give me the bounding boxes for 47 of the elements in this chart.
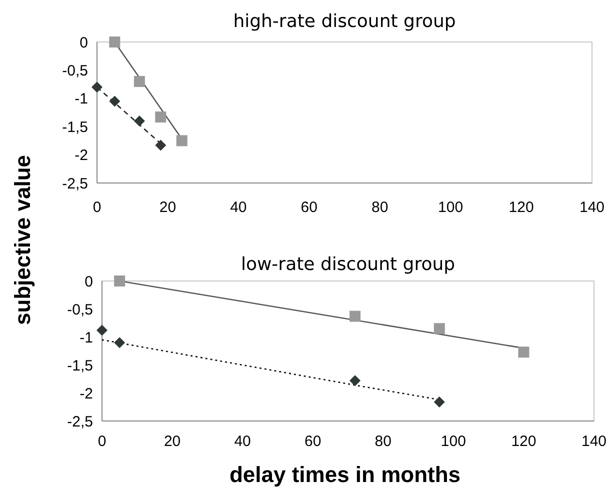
y-tick-label: -2 <box>80 385 93 402</box>
x-tick-label: 140 <box>579 199 605 216</box>
y-tick-label: -2,5 <box>67 413 93 430</box>
x-tick-label: 0 <box>98 433 106 450</box>
x-tick-label: 120 <box>511 433 536 450</box>
point <box>155 140 166 151</box>
y-tick-label: 0 <box>80 34 88 52</box>
point <box>434 396 445 408</box>
chart-title: low-rate discount group <box>240 254 456 275</box>
y-tick-label: -1 <box>80 329 93 346</box>
point <box>134 115 145 126</box>
y-tick-label: -1 <box>74 90 88 108</box>
point <box>155 112 166 123</box>
y-tick-label: -0,5 <box>62 62 88 80</box>
point <box>109 36 120 48</box>
y-tick-label: -1,5 <box>62 118 88 136</box>
point <box>350 375 361 386</box>
x-tick-label: 80 <box>372 199 388 216</box>
chart-title: high-rate discount group <box>233 11 456 32</box>
x-tick-label: 100 <box>438 199 464 216</box>
point <box>92 82 102 93</box>
x-tick-label: 60 <box>304 433 322 450</box>
x-tick-label: 20 <box>159 199 176 216</box>
y-axis-title: subjective value <box>10 155 35 325</box>
x-tick-label: 20 <box>164 433 181 450</box>
point <box>114 337 126 348</box>
x-tick-label: 100 <box>440 433 466 450</box>
x-axis-title: delay times in months <box>229 462 461 487</box>
point <box>96 324 108 336</box>
y-tick-label: -2,5 <box>62 175 88 192</box>
y-tick-label: -2 <box>74 147 88 164</box>
y-tick-label: -0,5 <box>67 301 93 318</box>
point <box>114 276 126 286</box>
x-tick-label: 40 <box>230 199 247 216</box>
x-tick-label: 40 <box>234 433 251 450</box>
x-tick-label: 140 <box>581 433 607 450</box>
y-tick-label: 0 <box>84 273 93 290</box>
point <box>109 96 120 107</box>
point <box>176 135 188 146</box>
point <box>518 346 530 358</box>
x-tick-label: 120 <box>508 199 534 216</box>
point <box>134 76 145 87</box>
point <box>350 310 361 322</box>
x-tick-label: 80 <box>374 433 392 450</box>
point <box>434 323 445 334</box>
x-tick-label: 60 <box>300 199 318 216</box>
y-tick-label: -1,5 <box>67 357 93 374</box>
